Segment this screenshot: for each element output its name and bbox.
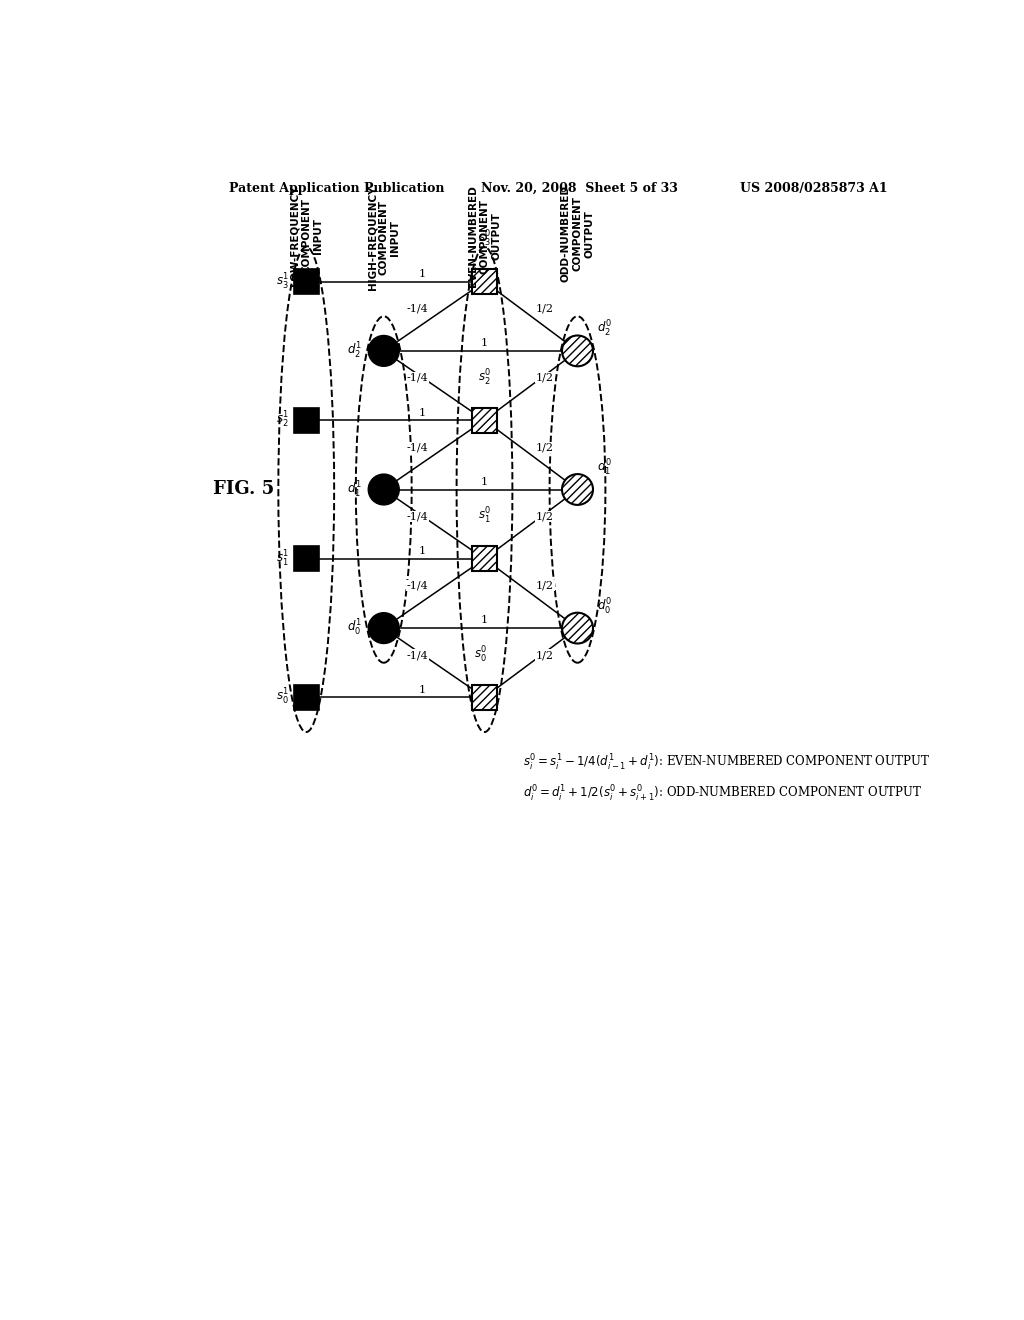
Text: $d_i^0=d_i^1+1/2(s_i^0+s_{i+1}^0)$: ODD-NUMBERED COMPONENT OUTPUT: $d_i^0=d_i^1+1/2(s_i^0+s_{i+1}^0)$: ODD-… xyxy=(523,784,923,804)
Text: EVEN-NUMBERED
COMPONENT
OUTPUT: EVEN-NUMBERED COMPONENT OUTPUT xyxy=(468,185,501,288)
Text: 1: 1 xyxy=(419,685,426,694)
Bar xyxy=(472,269,497,294)
Text: $d_1^1$: $d_1^1$ xyxy=(347,479,362,499)
Text: US 2008/0285873 A1: US 2008/0285873 A1 xyxy=(740,182,888,194)
Text: 1: 1 xyxy=(419,546,426,556)
Text: 1: 1 xyxy=(481,338,488,348)
Text: -1/4: -1/4 xyxy=(407,304,428,314)
Circle shape xyxy=(369,474,399,504)
Text: 1/2: 1/2 xyxy=(536,649,554,660)
Text: $d_1^0$: $d_1^0$ xyxy=(597,458,612,478)
Text: 1/2: 1/2 xyxy=(536,372,554,383)
Bar xyxy=(472,408,497,433)
Text: FIG. 5: FIG. 5 xyxy=(213,480,274,499)
Text: Patent Application Publication: Patent Application Publication xyxy=(228,182,444,194)
Circle shape xyxy=(562,612,593,644)
Bar xyxy=(472,546,497,572)
Text: 1: 1 xyxy=(419,269,426,279)
Text: $s_0^0$: $s_0^0$ xyxy=(474,645,487,665)
Text: -1/4: -1/4 xyxy=(407,649,428,660)
Bar xyxy=(294,685,318,710)
Text: $d_0^0$: $d_0^0$ xyxy=(597,597,612,616)
Text: 1/2: 1/2 xyxy=(536,442,554,453)
Text: 1/2: 1/2 xyxy=(536,581,554,591)
Text: 1/2: 1/2 xyxy=(536,511,554,521)
Circle shape xyxy=(562,335,593,367)
Text: $d_2^0$: $d_2^0$ xyxy=(597,319,612,339)
Circle shape xyxy=(369,335,399,367)
Text: Nov. 20, 2008  Sheet 5 of 33: Nov. 20, 2008 Sheet 5 of 33 xyxy=(480,182,678,194)
Text: $s_0^1$: $s_0^1$ xyxy=(276,688,289,708)
Text: $s_2^1$: $s_2^1$ xyxy=(276,411,289,430)
Text: $s_i^0=s_i^1-1/4(d_{i-1}^1+d_i^1)$: EVEN-NUMBERED COMPONENT OUTPUT: $s_i^0=s_i^1-1/4(d_{i-1}^1+d_i^1)$: EVEN… xyxy=(523,752,930,774)
Text: -1/4: -1/4 xyxy=(407,372,428,383)
Text: -1/4: -1/4 xyxy=(407,511,428,521)
Bar xyxy=(472,685,497,710)
Text: 1: 1 xyxy=(419,408,426,417)
Bar xyxy=(294,546,318,572)
Bar xyxy=(294,269,318,294)
Text: $s_2^0$: $s_2^0$ xyxy=(478,368,492,388)
Text: $s_1^0$: $s_1^0$ xyxy=(478,507,492,527)
Text: 1/2: 1/2 xyxy=(536,304,554,314)
Bar xyxy=(294,408,318,433)
Text: $d_0^1$: $d_0^1$ xyxy=(347,618,362,638)
Text: LOW-FREQUENCY
COMPONENT
INPUT: LOW-FREQUENCY COMPONENT INPUT xyxy=(290,185,323,286)
Text: $s_3^0$: $s_3^0$ xyxy=(478,230,492,249)
Text: -1/4: -1/4 xyxy=(407,442,428,453)
Text: ODD-NUMBERED
COMPONENT
OUTPUT: ODD-NUMBERED COMPONENT OUTPUT xyxy=(561,185,594,282)
Text: $d_2^1$: $d_2^1$ xyxy=(347,341,362,360)
Text: $s_3^1$: $s_3^1$ xyxy=(276,272,289,292)
Text: HIGH-FREQUENCY
COMPONENT
INPUT: HIGH-FREQUENCY COMPONENT INPUT xyxy=(368,185,400,290)
Text: -1/4: -1/4 xyxy=(407,581,428,591)
Text: 1: 1 xyxy=(481,615,488,626)
Circle shape xyxy=(369,612,399,644)
Circle shape xyxy=(562,474,593,504)
Text: 1: 1 xyxy=(481,477,488,487)
Text: $s_1^1$: $s_1^1$ xyxy=(276,549,289,569)
